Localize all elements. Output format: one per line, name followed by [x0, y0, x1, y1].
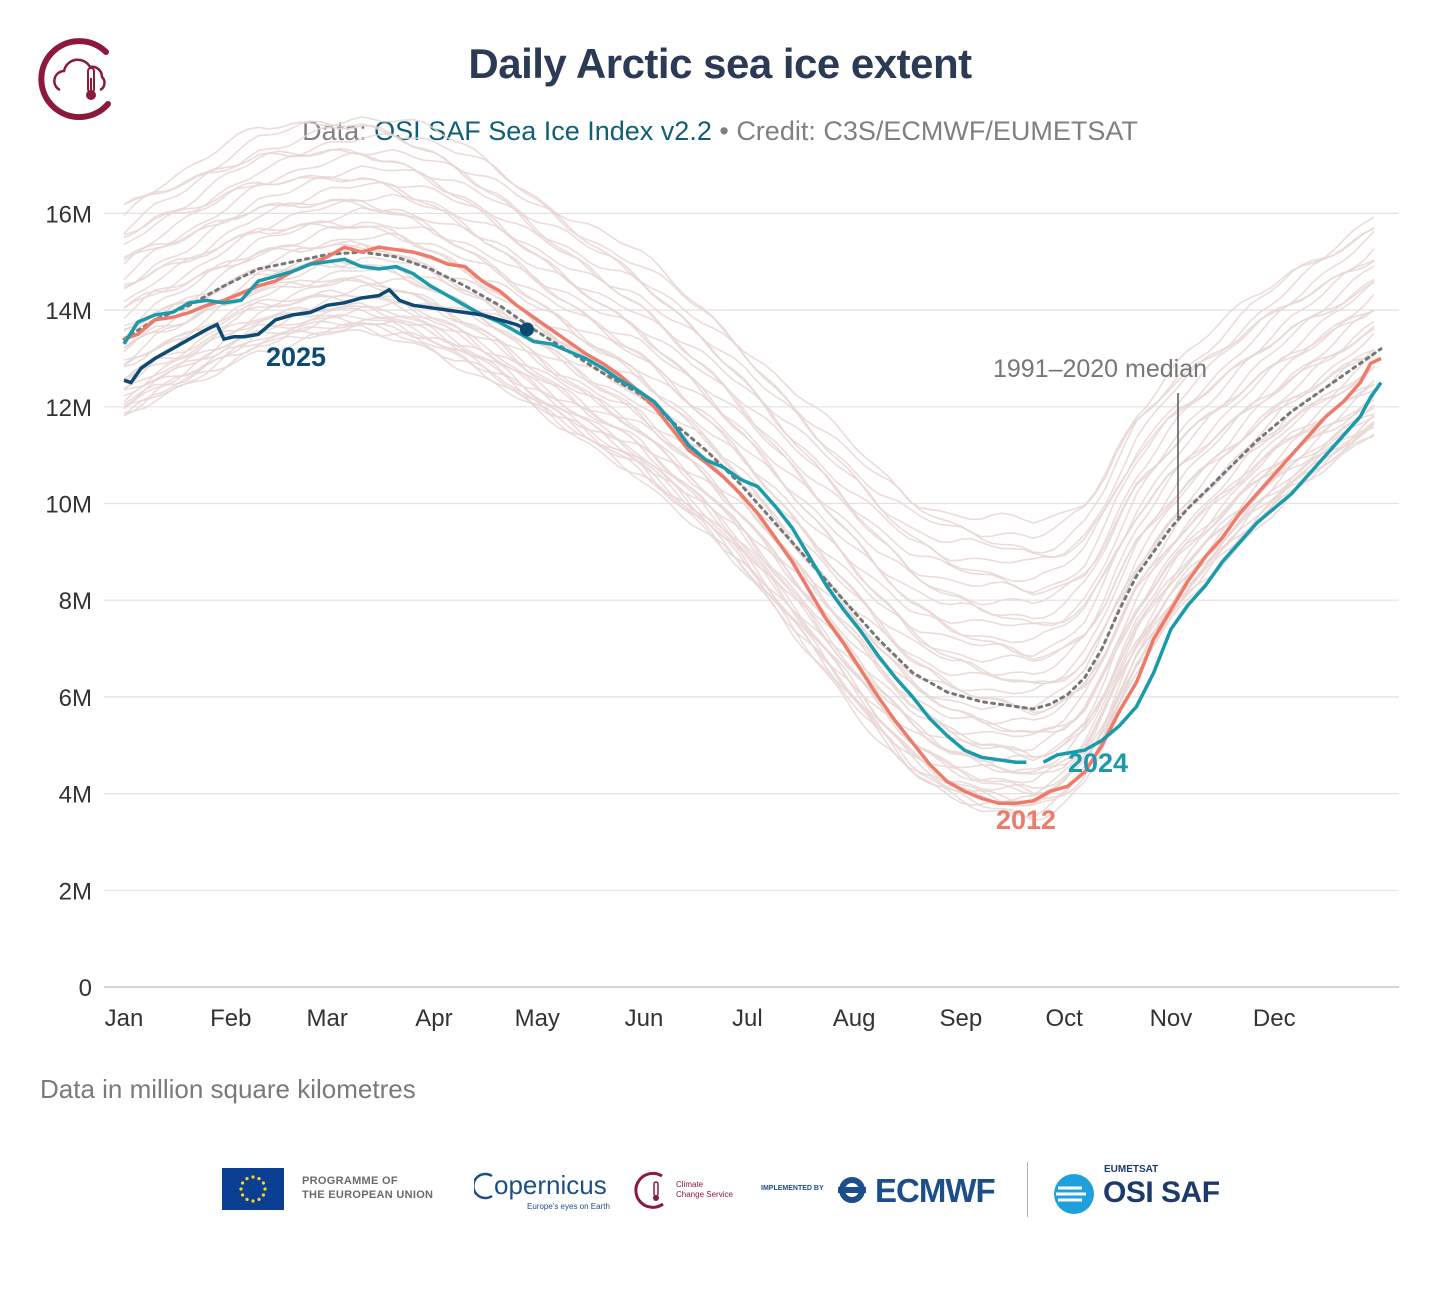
eu-line1: PROGRAMME OF: [302, 1175, 398, 1187]
historical-year-line: [123, 174, 1375, 606]
label-median: 1991–2020 median: [993, 355, 1207, 383]
historical-year-line: [123, 302, 1375, 774]
historical-year-line: [123, 277, 1375, 738]
y-tick-label: 6M: [59, 685, 92, 712]
historical-year-line: [123, 313, 1375, 807]
ccs-line1: Climate: [676, 1180, 704, 1189]
ccs-text: Climate Change Service: [676, 1180, 733, 1200]
historical-year-line: [123, 221, 1375, 663]
series-2024-line-part2: [1042, 381, 1383, 764]
historical-year-line: [123, 243, 1375, 716]
y-tick-label: 2M: [59, 878, 92, 905]
y-tick-label: 10M: [45, 492, 92, 519]
historical-year-line: [123, 243, 1375, 695]
historical-year-line: [123, 316, 1375, 791]
footer-divider: [1027, 1162, 1028, 1217]
eu-programme-text: PROGRAMME OF THE EUROPEAN UNION: [302, 1174, 433, 1202]
historical-year-line: [123, 232, 1375, 684]
chart-title: Daily Arctic sea ice extent: [468, 40, 972, 87]
historical-year-line: [123, 198, 1375, 644]
c3s-logo: [38, 38, 111, 120]
x-tick-label: Jan: [105, 1005, 144, 1032]
y-tick-label: 0: [79, 975, 92, 1002]
y-tick-label: 14M: [45, 298, 92, 325]
historical-year-line: [123, 206, 1375, 661]
x-tick-label: Oct: [1045, 1005, 1083, 1032]
historical-year-line: [123, 116, 1375, 524]
historical-year-line: [123, 283, 1375, 758]
highlight-series: [122, 245, 1383, 806]
historical-year-line: [123, 165, 1375, 596]
units-note: Data in million square kilometres: [40, 1074, 416, 1104]
eumetsat-label: EUMETSAT: [1104, 1164, 1159, 1175]
x-tick-label: Dec: [1253, 1005, 1296, 1032]
x-tick-label: Feb: [210, 1005, 251, 1032]
x-tick-label: May: [515, 1005, 560, 1032]
ccs-logo-icon: [634, 1171, 664, 1209]
ecmwf-icon: [838, 1177, 866, 1203]
implemented-by-text: IMPLEMENTED BY: [761, 1185, 824, 1192]
y-axis-labels: 0 2M 4M 6M 8M 10M 12M 14M 16M: [45, 201, 92, 1002]
x-tick-label: Apr: [415, 1005, 452, 1032]
x-tick-label: Jul: [732, 1005, 763, 1032]
historical-year-line: [123, 277, 1375, 752]
footer-logos: PROGRAMME OF THE EUROPEAN UNION opernicu…: [0, 1150, 1440, 1230]
y-tick-label: 8M: [59, 588, 92, 615]
copernicus-tagline: Europe's eyes on Earth: [527, 1202, 610, 1211]
series-2025-line: [123, 287, 528, 385]
historical-year-line: [123, 148, 1375, 564]
label-2012: 2012: [996, 805, 1056, 835]
historical-year-line: [123, 259, 1375, 733]
subtitle-credit: Credit: C3S/ECMWF/EUMETSAT: [736, 116, 1138, 146]
osi-saf-logo: OSI SAF: [1103, 1176, 1220, 1209]
x-tick-label: Aug: [833, 1005, 876, 1032]
label-2025: 2025: [266, 342, 326, 372]
y-tick-label: 16M: [45, 201, 92, 228]
historical-years-lines: [123, 116, 1375, 822]
copernicus-c-icon: [474, 1172, 493, 1200]
ccs-line2: Change Service: [676, 1190, 733, 1199]
x-tick-label: Jun: [625, 1005, 664, 1032]
historical-year-line: [123, 132, 1375, 559]
annotations: 2025 2024 2012 1991–2020 median: [266, 342, 1207, 835]
y-tick-label: 12M: [45, 395, 92, 422]
label-2024: 2024: [1068, 748, 1128, 778]
copernicus-logo: opernicus: [494, 1170, 607, 1200]
x-axis-labels: Jan Feb Mar Apr May Jun Jul Aug Sep Oct Nov Dec: [105, 1005, 1296, 1032]
y-tick-label: 4M: [59, 782, 92, 809]
subtitle-separator: •: [711, 116, 737, 146]
eu-line2: THE EUROPEAN UNION: [302, 1189, 434, 1201]
historical-year-line: [123, 225, 1375, 685]
sea-ice-line-chart: 0 2M 4M 6M 8M 10M 12M 14M 16M Jan Feb Mar Apr May Jun…: [45, 116, 1399, 1032]
series-2024-line: [122, 257, 1027, 764]
series-2012-line: [123, 245, 1382, 806]
series-2025-end-marker: [519, 322, 534, 337]
eu-flag-icon: [222, 1168, 284, 1210]
historical-year-line: [123, 328, 1375, 807]
x-tick-label: Sep: [940, 1005, 983, 1032]
historical-year-line: [123, 193, 1375, 627]
historical-year-line: [123, 266, 1375, 734]
historical-year-line: [123, 259, 1375, 726]
ecmwf-logo: ECMWF: [875, 1172, 996, 1209]
x-tick-label: Nov: [1150, 1005, 1193, 1032]
x-tick-label: Mar: [307, 1005, 348, 1032]
osi-saf-icon: [1054, 1174, 1094, 1214]
